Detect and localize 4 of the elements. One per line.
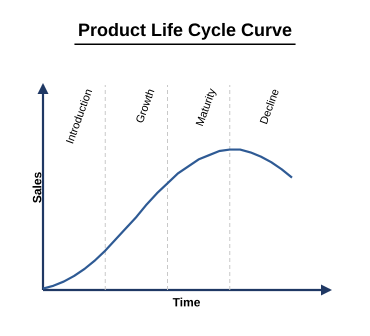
y-axis-title: Sales [32,172,42,203]
text: Growth [136,90,154,122]
x-axis-title: Time [172,298,200,306]
chart-title: Product Life Cycle Curve [79,22,292,40]
